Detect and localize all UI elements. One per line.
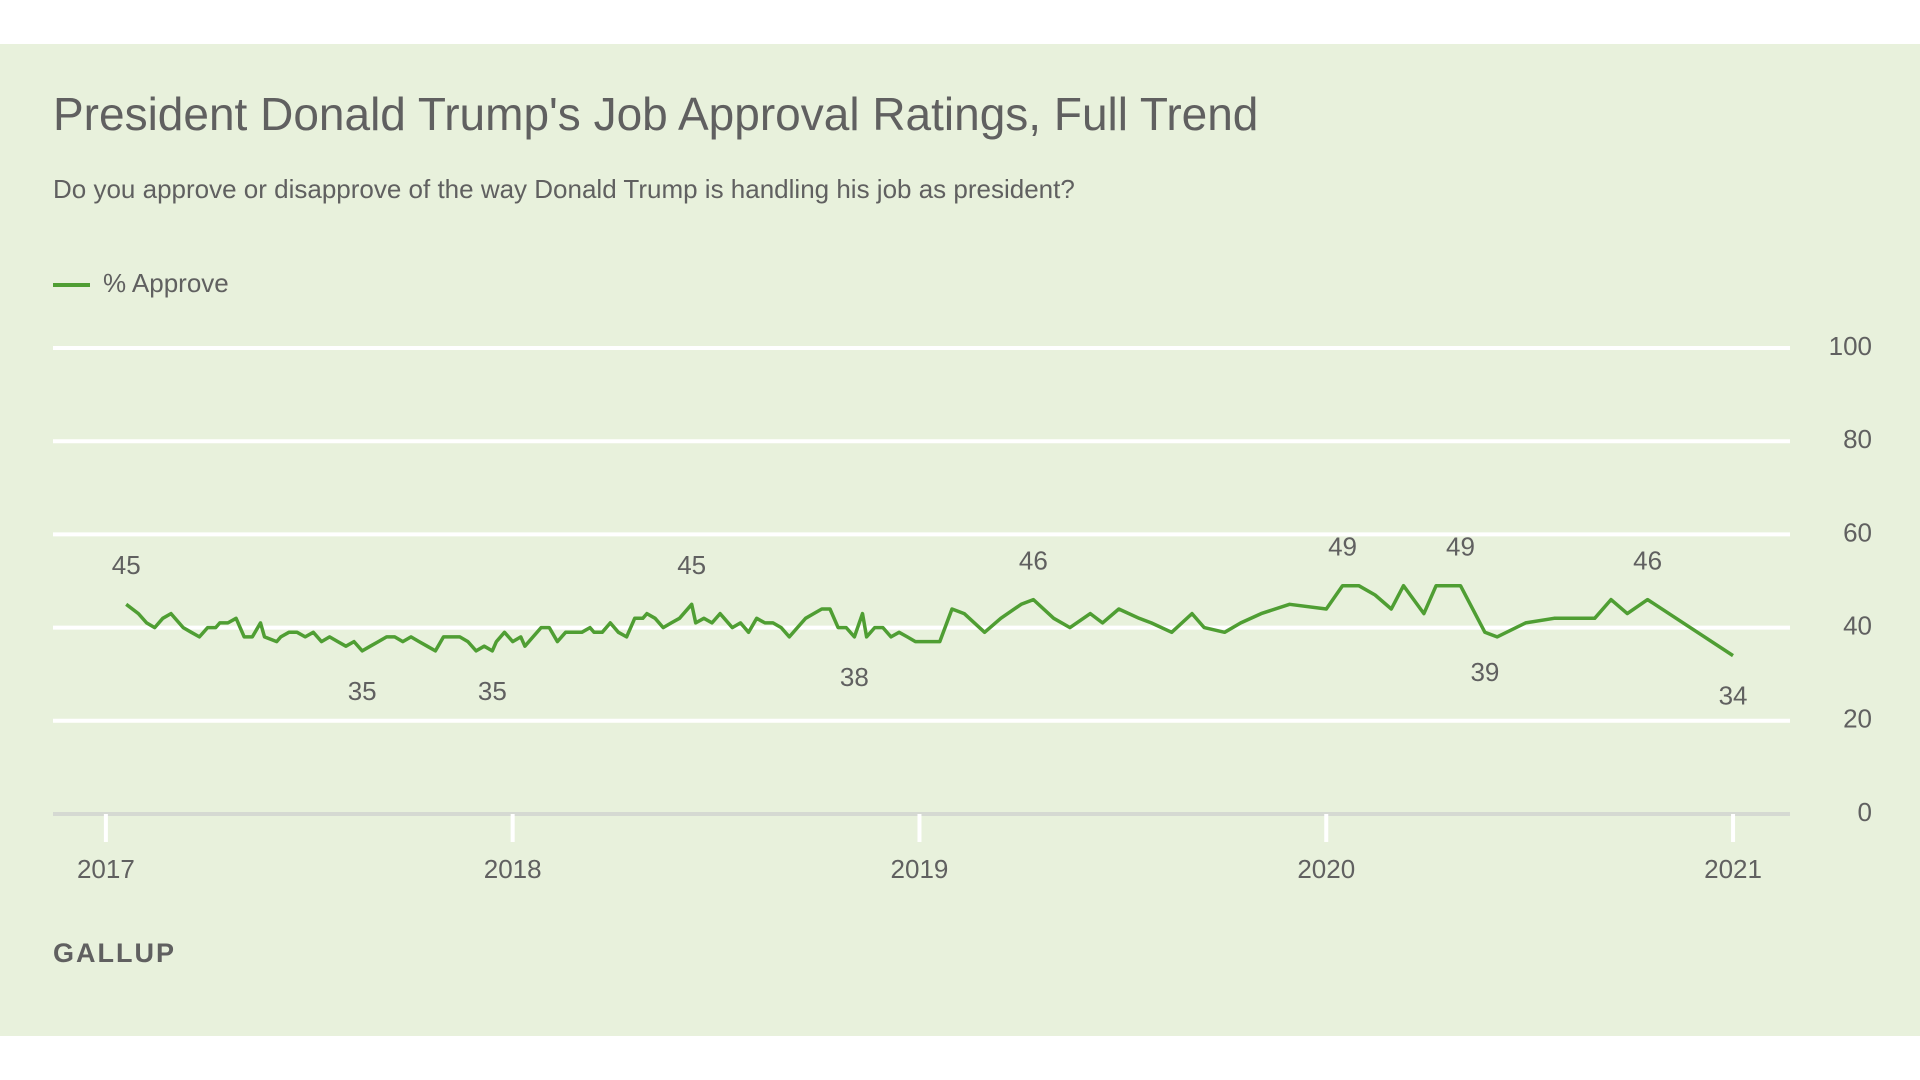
x-tick-label: 2020 [1297,854,1355,884]
chart-background [0,44,1920,1036]
series-line [125,583,1734,658]
x-tick-label: 2021 [1704,854,1762,884]
y-tick-label: 0 [1858,797,1872,827]
data-label: 35 [478,676,507,706]
data-label: 46 [1019,546,1048,576]
chart-subtitle: Do you approve or disapprove of the way … [53,174,1075,204]
y-tick-label: 20 [1843,704,1872,734]
y-tick-label: 100 [1829,331,1872,361]
x-tick-label: 2017 [77,854,135,884]
y-tick-label: 80 [1843,424,1872,454]
x-tick-label: 2018 [484,854,542,884]
data-label: 45 [112,550,141,580]
y-tick-label: 60 [1843,517,1872,547]
y-tick-label: 40 [1843,610,1872,640]
data-label: 39 [1470,657,1499,687]
data-label: 49 [1328,532,1357,562]
data-label: 34 [1719,680,1748,710]
source: GALLUP [53,938,176,968]
legend-label: % Approve [103,268,229,298]
data-label: 46 [1633,546,1662,576]
data-label: 45 [677,550,706,580]
data-label: 49 [1446,532,1475,562]
data-label: 38 [840,662,869,692]
x-tick-label: 2019 [891,854,949,884]
chart-title: President Donald Trump's Job Approval Ra… [53,88,1258,140]
data-label: 35 [348,676,377,706]
